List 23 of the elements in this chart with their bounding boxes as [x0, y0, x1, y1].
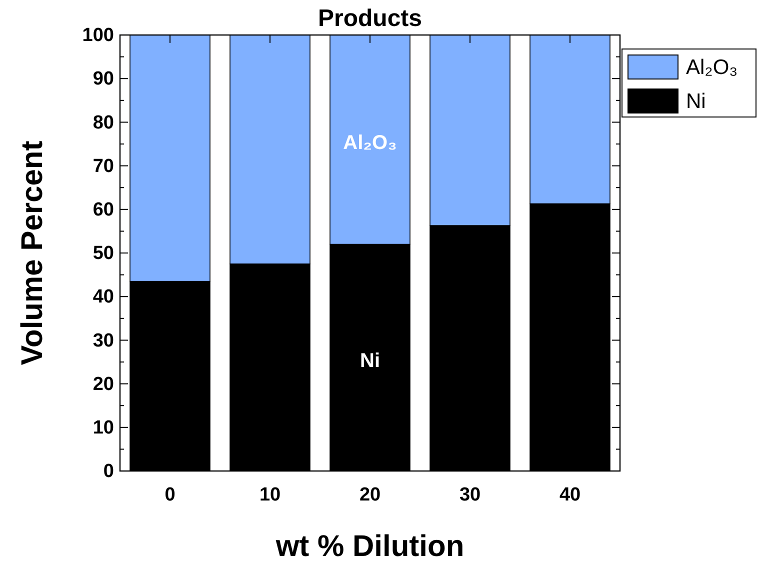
x-tick-label: 30	[459, 484, 481, 506]
y-tick-label: 30	[92, 330, 114, 352]
y-tick-label: 50	[92, 243, 114, 264]
y-tick-label: 10	[92, 417, 114, 438]
y-tick-label: 100	[82, 25, 114, 46]
y-tick-label: 40	[92, 286, 114, 308]
y-tick-label: 90	[92, 68, 114, 90]
x-tick-label: 20	[359, 484, 381, 506]
y-tick-label: 20	[92, 374, 114, 395]
annotation: Ni	[360, 350, 380, 372]
y-tick-label: 70	[92, 156, 114, 177]
x-tick-label: 40	[559, 484, 581, 506]
x-tick-label: 0	[164, 484, 176, 506]
legend-label: Al₂O₃	[686, 56, 738, 79]
legend-label: Ni	[686, 90, 706, 113]
annotation: Al₂O₃	[343, 132, 397, 154]
y-axis-title: Volume Percent	[16, 140, 49, 366]
y-tick-label: 80	[92, 112, 114, 134]
chart-title: Products	[318, 5, 422, 32]
y-tick-label: 60	[92, 199, 114, 220]
x-axis-title: wt % Dilution	[274, 530, 464, 562]
x-tick-label: 10	[259, 484, 281, 506]
y-tick-label: 0	[103, 461, 114, 482]
